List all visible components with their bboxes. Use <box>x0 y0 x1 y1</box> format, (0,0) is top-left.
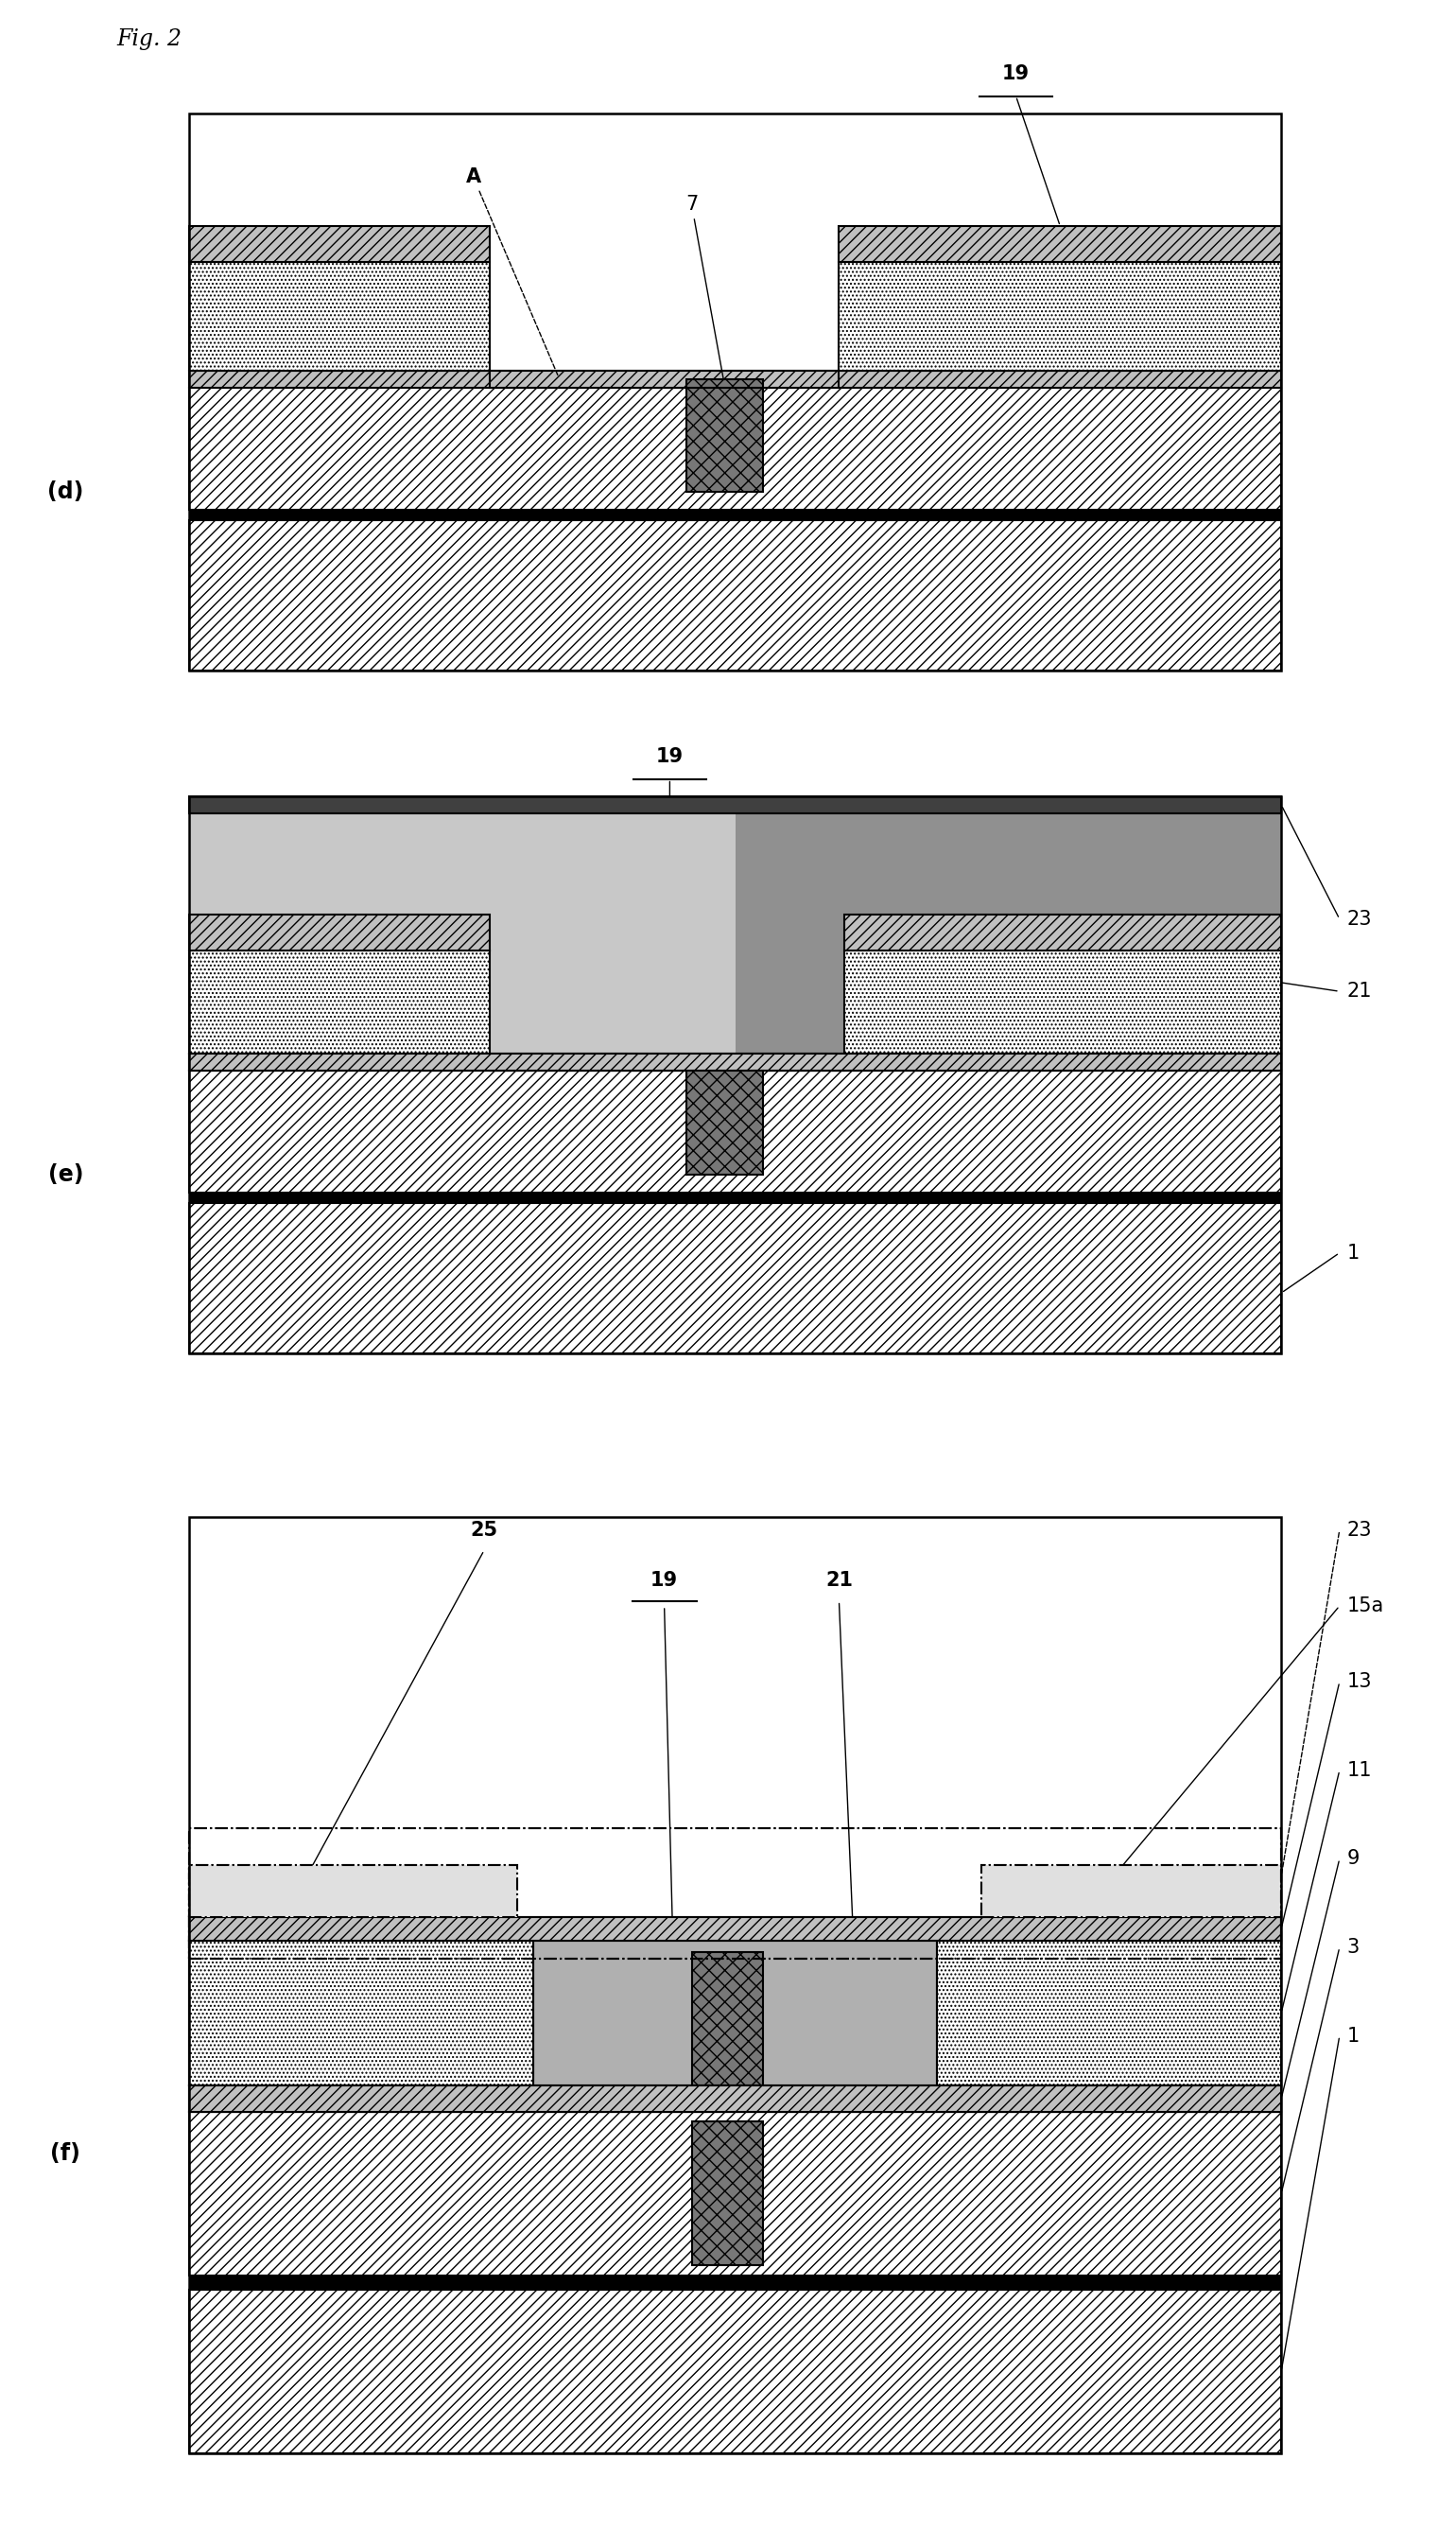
Text: 23: 23 <box>1347 910 1372 928</box>
Bar <box>686 379 763 387</box>
Bar <box>189 2086 1281 2112</box>
Bar <box>189 1055 1281 1070</box>
Bar <box>189 263 489 372</box>
Text: (f): (f) <box>51 2142 80 2165</box>
Text: 11: 11 <box>1347 1760 1372 1780</box>
Bar <box>189 1917 1281 1940</box>
Text: 23: 23 <box>1347 1520 1372 1540</box>
Bar <box>189 1866 517 1917</box>
Text: 19: 19 <box>651 1571 678 1591</box>
Bar <box>189 372 1281 387</box>
Bar <box>189 2276 1281 2289</box>
Bar <box>189 951 489 1055</box>
Text: 15a: 15a <box>1347 1596 1383 1616</box>
Bar <box>533 1940 938 2086</box>
Bar <box>189 1828 1281 1960</box>
Text: 25: 25 <box>470 1520 498 1540</box>
Bar <box>189 797 1281 814</box>
Bar <box>692 2122 763 2266</box>
Bar <box>489 372 839 387</box>
Bar <box>839 263 1281 372</box>
Text: 13: 13 <box>1347 1672 1372 1692</box>
Bar <box>189 521 1281 670</box>
Bar <box>839 225 1281 263</box>
Text: 19: 19 <box>657 749 683 766</box>
Bar <box>189 225 489 263</box>
Text: 21: 21 <box>1347 981 1372 1001</box>
Bar <box>189 1194 1281 1204</box>
Text: 21: 21 <box>826 1571 853 1591</box>
Bar <box>189 915 489 951</box>
Text: 19: 19 <box>1002 66 1029 83</box>
Bar <box>189 2112 1281 2276</box>
Bar <box>844 951 1281 1055</box>
Bar <box>938 1940 1281 2086</box>
Text: A: A <box>466 167 559 377</box>
Text: 3: 3 <box>1347 1937 1360 1957</box>
Text: (d): (d) <box>48 481 83 503</box>
Bar <box>189 1055 1281 1070</box>
Bar <box>189 797 1281 1353</box>
Text: Fig. 2: Fig. 2 <box>116 28 182 51</box>
Bar <box>686 387 763 491</box>
Bar <box>981 1866 1281 1917</box>
Bar <box>489 1055 844 1070</box>
Bar <box>189 2086 1281 2112</box>
Bar <box>686 1070 763 1173</box>
Text: 1: 1 <box>1347 2026 1360 2046</box>
Text: 9: 9 <box>1347 1849 1360 1869</box>
Text: (e): (e) <box>48 1163 83 1186</box>
Bar <box>981 1866 1281 1917</box>
Bar <box>735 797 1281 1055</box>
Text: 1: 1 <box>1347 1244 1360 1262</box>
Bar <box>844 915 1281 951</box>
Bar <box>189 1940 533 2086</box>
Bar <box>189 1204 1281 1353</box>
Bar <box>189 1070 1281 1194</box>
Bar <box>189 797 735 1055</box>
Bar <box>189 114 1281 670</box>
Bar <box>189 1917 1281 1940</box>
Bar <box>189 387 1281 511</box>
Bar <box>189 1866 517 1917</box>
Bar <box>692 1952 763 2086</box>
Text: 7: 7 <box>686 195 724 382</box>
Bar <box>189 1940 1281 2086</box>
Bar <box>189 1828 1281 1960</box>
Bar <box>189 1517 1281 2453</box>
Bar <box>189 2289 1281 2453</box>
Bar <box>189 511 1281 521</box>
